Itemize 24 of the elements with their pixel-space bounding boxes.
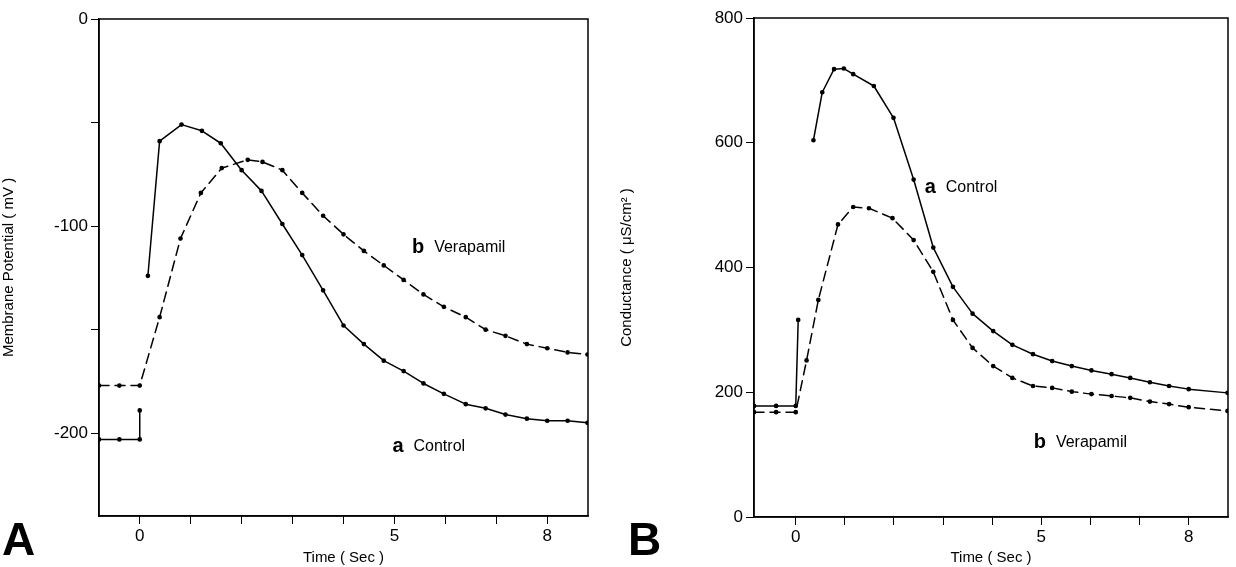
y-tick-label: -200: [53, 422, 88, 442]
y-tick-label: -100: [53, 215, 88, 235]
x-axis-title: Time ( Sec ): [950, 548, 1032, 566]
y-tick-label: 0: [733, 506, 743, 526]
x-tick-label: 0: [135, 525, 145, 545]
y-tick-label: 800: [714, 7, 743, 27]
x-tick-label: 0: [791, 526, 801, 546]
y-tick-label: 200: [714, 381, 743, 401]
x-axis-title: Time ( Sec ): [302, 548, 385, 566]
series-label: a Control: [924, 175, 998, 198]
text: B: [628, 512, 662, 565]
series-label: b Verapamil: [1033, 429, 1128, 452]
y-tick-label: 0: [78, 8, 88, 28]
series-label: a Control: [392, 433, 466, 456]
y-tick-label: 400: [714, 257, 743, 277]
y-axis-title: Conductance ( μS/cm² ): [617, 188, 635, 347]
text: A: [2, 512, 36, 565]
y-tick-label: 600: [714, 132, 743, 152]
x-tick-label: 8: [542, 525, 552, 545]
x-tick-label: 5: [389, 525, 400, 545]
x-tick-label: 8: [1183, 526, 1194, 546]
series-label: b Verapamil: [411, 235, 506, 258]
y-axis-title: Membrane Potential ( mV ): [0, 177, 17, 358]
x-tick-label: 5: [1036, 526, 1047, 546]
